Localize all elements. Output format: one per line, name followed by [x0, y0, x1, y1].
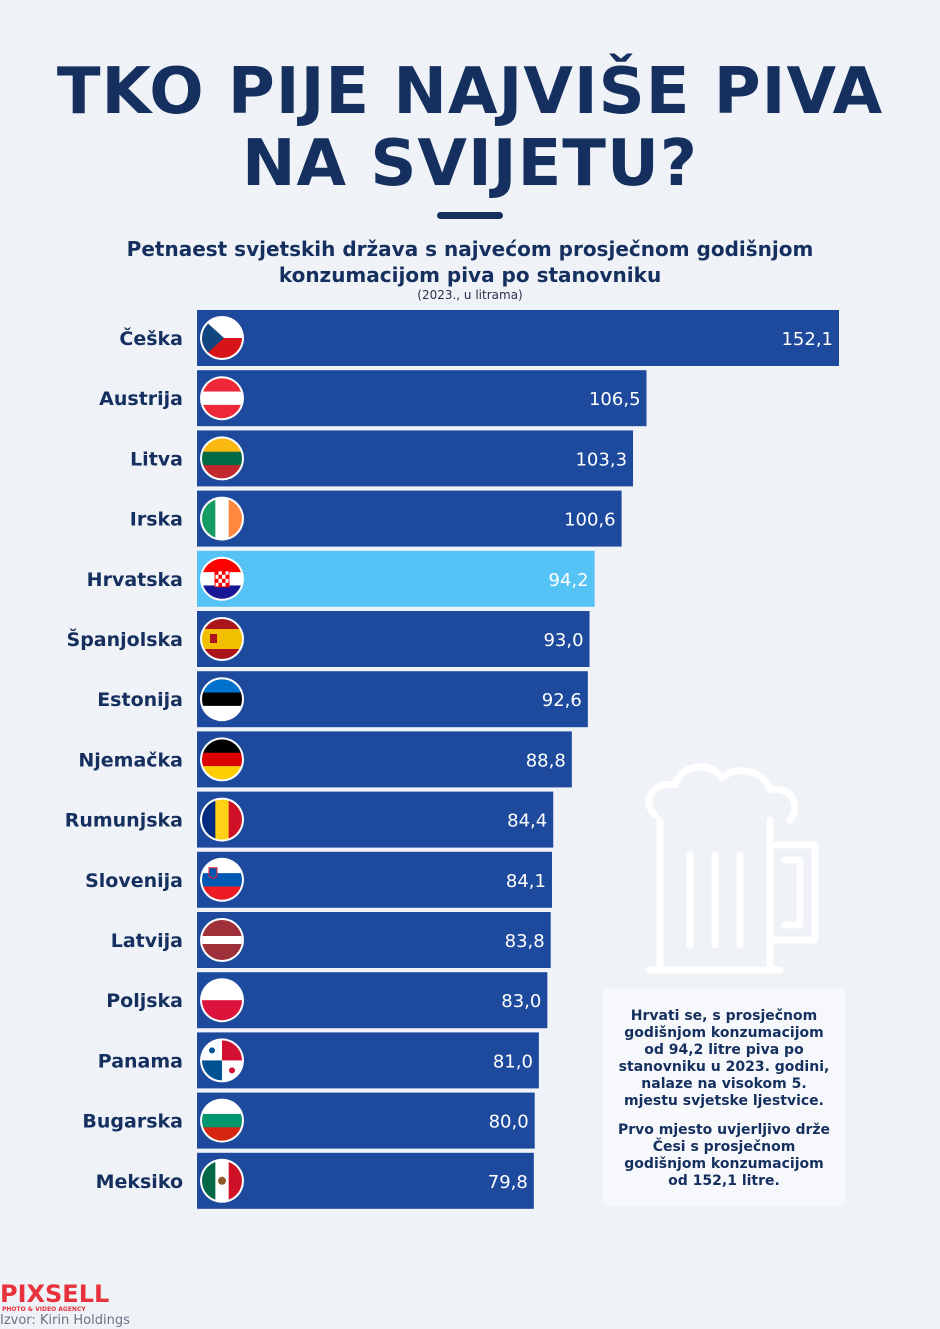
unit-note: (2023., u litrama) [417, 288, 523, 302]
title-divider [437, 212, 503, 219]
value-label: 83,0 [501, 991, 541, 1012]
subtitle-line-1: Petnaest svjetskih država s najvećom pro… [126, 237, 814, 261]
bar [197, 851, 552, 908]
bar-row: Češka 152,1 [119, 310, 839, 366]
category-label: Češka [119, 326, 183, 350]
bar-row: Panama 81,0 [98, 1032, 539, 1089]
bar [197, 370, 647, 427]
source-note: Izvor: Kirin Holdings [0, 1313, 130, 1328]
value-label: 88,8 [526, 750, 566, 771]
bar-chart: Češka 152,1 Austrija 106,5 Litva 103,3 Irska 10… [65, 310, 839, 1209]
ireland-flag-icon [200, 496, 244, 541]
bar [197, 791, 554, 848]
category-label: Irska [130, 509, 183, 531]
value-label: 92,6 [542, 690, 582, 711]
bar-row: Litva 103,3 [130, 430, 634, 487]
bar [197, 972, 548, 1029]
category-label: Litva [130, 448, 183, 470]
croatia-flag-icon [200, 556, 244, 601]
bar [197, 731, 572, 788]
value-label: 106,5 [589, 389, 641, 410]
bar [197, 1152, 534, 1209]
category-label: Latvija [111, 930, 183, 952]
category-label: Poljska [106, 990, 183, 1012]
bar-row: Hrvatska 94,2 [87, 550, 595, 607]
bar-row: Bugarska 80,0 [82, 1092, 535, 1149]
logo-name: PIXSELL [0, 1280, 110, 1308]
category-label: Španjolska [67, 627, 183, 651]
chart-subtitle: Petnaest svjetskih država s najvećom pro… [60, 236, 880, 288]
austria-flag-icon [200, 376, 244, 421]
value-label: 84,4 [507, 811, 547, 832]
note-paragraph-1: Hrvati se, s prosječnom godišnjom konzum… [618, 1008, 830, 1109]
category-label: Panama [98, 1050, 183, 1072]
poland-flag-icon [200, 978, 244, 1023]
czech-flag-icon [200, 316, 244, 360]
bar-row: Latvija 83,8 [111, 912, 551, 968]
mexico-flag-icon [200, 1158, 244, 1203]
bar [197, 671, 588, 728]
category-label: Slovenija [85, 870, 183, 892]
romania-flag-icon [200, 797, 244, 842]
value-label: 79,8 [488, 1172, 528, 1193]
latvia-flag-icon [200, 918, 244, 962]
lithuania-flag-icon [200, 436, 244, 481]
category-label: Estonija [97, 689, 183, 711]
beer-mug-icon [645, 763, 819, 974]
category-label: Hrvatska [87, 569, 183, 591]
bar-row: Poljska 83,0 [106, 972, 548, 1029]
germany-flag-icon [200, 737, 244, 782]
bar [197, 1092, 535, 1149]
value-label: 81,0 [493, 1051, 533, 1072]
value-label: 94,2 [549, 570, 589, 591]
bar [197, 1032, 539, 1089]
slovenia-flag-icon [200, 857, 244, 902]
bar [197, 430, 634, 487]
category-label: Rumunjska [65, 810, 183, 832]
category-label: Austrija [99, 388, 183, 410]
category-label: Meksiko [96, 1171, 183, 1193]
category-label: Bugarska [82, 1111, 183, 1133]
value-label: 80,0 [489, 1112, 529, 1133]
page-title: TKO PIJE NAJVIŠE PIVA NA SVIJETU? [0, 56, 940, 200]
bulgaria-flag-icon [200, 1098, 244, 1143]
bar-row: Njemačka 88,8 [78, 731, 572, 788]
subtitle-line-2: konzumacijom piva po stanovniku [278, 263, 662, 287]
value-label: 83,8 [505, 931, 545, 952]
bar [197, 490, 622, 547]
spain-flag-icon [200, 617, 244, 661]
estonia-flag-icon [200, 677, 244, 722]
bar [197, 611, 590, 667]
bar-row: Rumunjska 84,4 [65, 791, 554, 848]
bar [197, 550, 595, 607]
title-line-2: NA SVIJETU? [241, 127, 699, 201]
bar [197, 912, 551, 968]
logo-tagline: PHOTO & VIDEO AGENCY [2, 1306, 86, 1313]
title-line-1: TKO PIJE NAJVIŠE PIVA [56, 55, 884, 129]
bar-row: Slovenija 84,1 [85, 851, 552, 908]
pixsell-logo: PIXSELL PHOTO & VIDEO AGENCY [0, 1280, 130, 1313]
category-label: Njemačka [78, 749, 183, 771]
value-label: 100,6 [564, 510, 616, 531]
info-note: Hrvati se, s prosječnom godišnjom konzum… [603, 988, 845, 1206]
value-label: 84,1 [506, 871, 546, 892]
bar-row: Estonija 92,6 [97, 671, 588, 728]
bar-row: Meksiko 79,8 [96, 1152, 534, 1209]
value-label: 103,3 [575, 449, 627, 470]
bar-row: Austrija 106,5 [99, 370, 647, 427]
value-label: 93,0 [543, 630, 583, 651]
bar [197, 310, 839, 366]
bar-row: Španjolska 93,0 [67, 611, 590, 667]
note-paragraph-2: Prvo mjesto uvjerljivo drže Česi s prosj… [617, 1122, 831, 1189]
value-label: 152,1 [781, 329, 833, 350]
panama-flag-icon [200, 1038, 244, 1083]
bar-row: Irska 100,6 [130, 490, 622, 547]
